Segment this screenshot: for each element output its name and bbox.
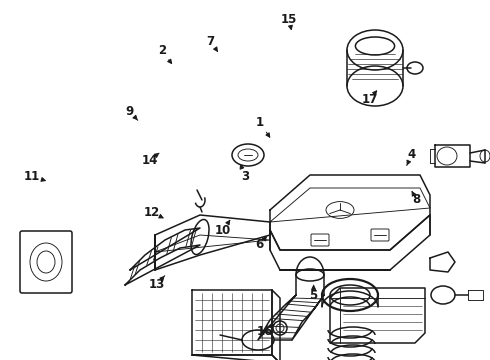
Text: 11: 11 <box>24 170 40 183</box>
Text: 5: 5 <box>310 289 318 302</box>
Text: 2: 2 <box>158 44 166 57</box>
Text: 6: 6 <box>256 238 264 251</box>
Text: 9: 9 <box>126 105 134 118</box>
Text: 4: 4 <box>408 148 416 161</box>
Text: 1: 1 <box>256 116 264 129</box>
Text: 8: 8 <box>413 193 420 206</box>
Text: 10: 10 <box>215 224 231 237</box>
Text: 16: 16 <box>256 325 273 338</box>
Text: 3: 3 <box>241 170 249 183</box>
Text: 13: 13 <box>148 278 165 291</box>
Text: 14: 14 <box>141 154 158 167</box>
Text: 7: 7 <box>207 35 215 48</box>
Text: 12: 12 <box>144 206 160 219</box>
Text: 15: 15 <box>281 13 297 26</box>
Text: 17: 17 <box>362 93 378 105</box>
